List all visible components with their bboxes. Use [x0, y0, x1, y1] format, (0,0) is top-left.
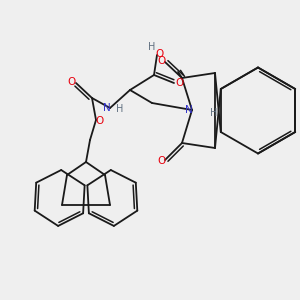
Text: O: O	[95, 116, 103, 126]
Text: H: H	[148, 42, 156, 52]
Text: H: H	[210, 108, 218, 118]
Text: H: H	[116, 104, 124, 114]
Text: N: N	[103, 103, 111, 113]
Text: O: O	[175, 78, 183, 88]
Text: O: O	[157, 56, 165, 66]
Text: O: O	[155, 49, 163, 59]
Text: O: O	[157, 156, 165, 166]
Text: N: N	[185, 105, 193, 115]
Text: O: O	[67, 77, 75, 87]
